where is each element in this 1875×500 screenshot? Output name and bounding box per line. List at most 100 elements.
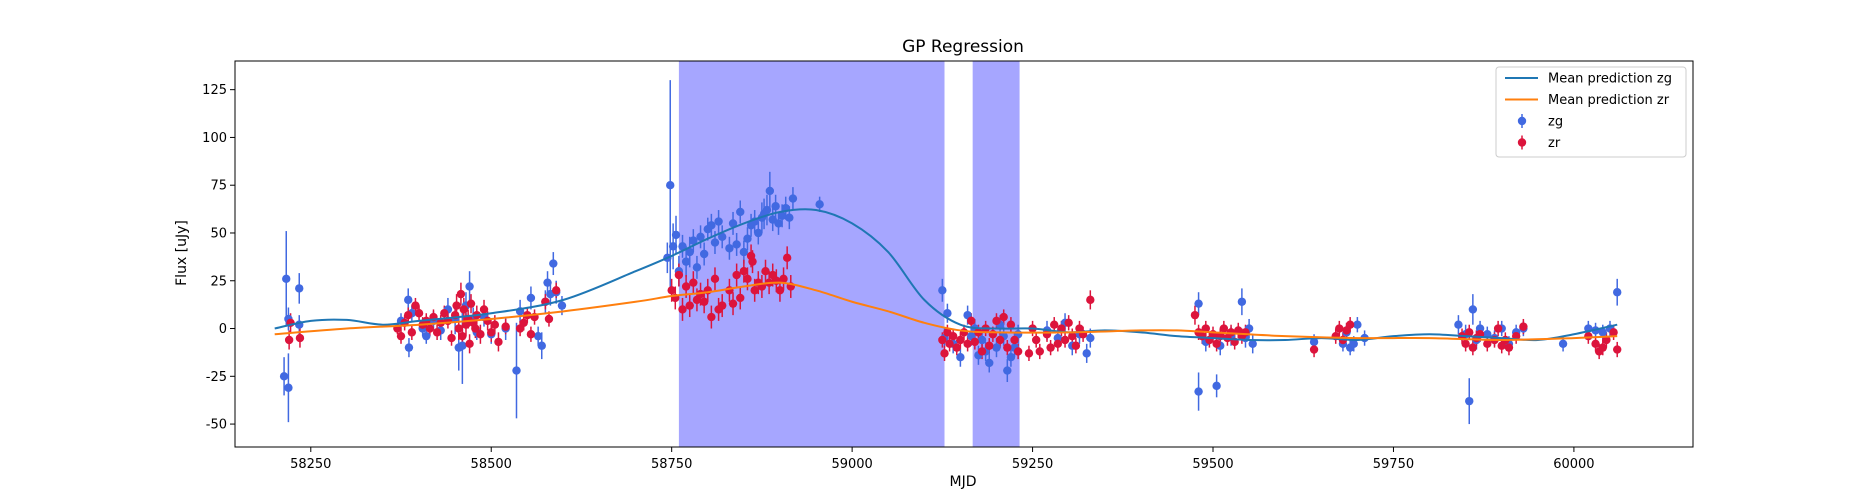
zr-point-112 [1057, 324, 1066, 333]
zr-point-65 [736, 293, 745, 303]
zg-point-37 [666, 181, 675, 190]
zr-point-116 [1071, 341, 1081, 350]
zr-point-40 [519, 318, 528, 327]
zr-point-61 [718, 301, 727, 310]
zr-point-8 [411, 301, 420, 310]
error-bars [283, 80, 1618, 425]
zr-point-37 [494, 337, 503, 347]
zr-point-49 [674, 270, 684, 280]
legend-label-1: Mean prediction zr [1548, 93, 1670, 108]
zg-point-25 [512, 366, 521, 375]
zr-point-126 [1212, 339, 1221, 349]
zg-point-0 [279, 372, 289, 381]
plot-frame [234, 60, 1694, 448]
legend-label-2: zg [1548, 115, 1563, 130]
zg-point-61 [754, 228, 763, 238]
zg-point-100 [1194, 387, 1203, 396]
zr-point-9 [414, 309, 424, 318]
legend: Mean prediction zg Mean prediction zr zg zr [1495, 66, 1687, 158]
zr-point-59 [710, 274, 720, 284]
zg-point-53 [725, 244, 734, 253]
zr-point-2 [295, 333, 305, 343]
zg-point-134 [1613, 288, 1622, 297]
zr-point-149 [1493, 324, 1503, 333]
zr-point-104 [1024, 349, 1034, 358]
zr-point-84 [945, 339, 954, 349]
x-tick-label-6: 59750 [1373, 457, 1414, 472]
zr-point-36 [490, 320, 500, 329]
zg-point-49 [707, 221, 716, 230]
shaded-region-0 [678, 61, 945, 447]
zg-point-114 [1349, 339, 1358, 349]
zg-point-45 [692, 263, 702, 272]
zr-point-119 [1086, 295, 1095, 305]
zg-point-76 [943, 309, 952, 318]
x-axis-ticks: 58250 58500 58750 59000 59250 59500 59750 60000 [290, 447, 1595, 472]
legend-marker-3 [1517, 138, 1527, 147]
zr-point-38 [501, 322, 510, 331]
zr-point-103 [1013, 347, 1023, 356]
zr-point-67 [743, 274, 752, 284]
y-tick-label-5: 75 [210, 179, 227, 194]
zr-point-88 [959, 328, 969, 337]
y-tick-label-4: 50 [210, 226, 227, 241]
zr-point-58 [707, 312, 716, 322]
zr-point-45 [544, 314, 554, 324]
zg-point-109 [1248, 339, 1257, 349]
zr-point-85 [948, 331, 958, 341]
x-axis-label: MJD [950, 474, 977, 490]
zg-point-73 [815, 200, 824, 209]
zg-point-71 [785, 213, 794, 222]
zr-point-123 [1201, 324, 1210, 333]
zr-point-6 [404, 310, 413, 320]
mean-prediction-line-zg [274, 208, 1618, 342]
zg-point-120 [1468, 305, 1478, 314]
mean-prediction-line-zr [274, 281, 1618, 341]
zr-point-128 [1219, 324, 1229, 333]
zr-point-102 [1010, 335, 1019, 345]
x-tick-label-5: 59500 [1192, 457, 1233, 472]
zr-point-91 [970, 337, 980, 347]
zr-point-160 [1609, 328, 1618, 337]
zr-point-23 [458, 331, 467, 341]
zr-point-111 [1053, 339, 1063, 349]
zg-point-132 [1598, 328, 1607, 337]
zg-point-86 [992, 343, 1001, 352]
zg-point-1 [282, 274, 291, 284]
zg-point-83 [977, 335, 987, 345]
zr-point-82 [940, 349, 949, 358]
zg-point-119 [1465, 396, 1474, 406]
zr-point-35 [487, 328, 496, 337]
zg-point-35 [557, 301, 567, 310]
zg-point-74 [938, 286, 947, 295]
zg-point-33 [549, 259, 558, 268]
zr-point-98 [995, 335, 1005, 345]
zr-point-20 [452, 301, 461, 310]
zr-point-21 [454, 324, 463, 333]
zr-point-7 [407, 328, 417, 337]
y-axis-label: Flux [uJy] [174, 220, 190, 286]
zr-point-46 [551, 286, 561, 295]
y-tick-label-2: 0 [219, 322, 227, 337]
zr-point-154 [1519, 322, 1528, 331]
zg-point-38 [668, 242, 678, 251]
zg-point-85 [985, 358, 994, 368]
zr-point-34 [483, 316, 492, 326]
x-tick-label-4: 59250 [1012, 457, 1053, 472]
zg-point-115 [1353, 320, 1362, 329]
zr-point-63 [728, 299, 738, 308]
zg-point-58 [743, 234, 752, 243]
zr-point-137 [1335, 324, 1344, 333]
zr-point-4 [396, 331, 406, 341]
zr-point-47 [667, 286, 676, 295]
zr-point-161 [1613, 345, 1622, 354]
zr-point-22 [456, 289, 466, 299]
zg-point-90 [1006, 352, 1016, 362]
zr-point-56 [699, 297, 709, 306]
zr-point-109 [1046, 343, 1055, 352]
zr-point-18 [447, 333, 456, 343]
y-tick-label-0: -50 [206, 418, 227, 433]
x-tick-label-2: 58750 [651, 457, 692, 472]
x-tick-label-1: 58500 [471, 457, 512, 472]
zr-point-100 [1003, 343, 1012, 352]
